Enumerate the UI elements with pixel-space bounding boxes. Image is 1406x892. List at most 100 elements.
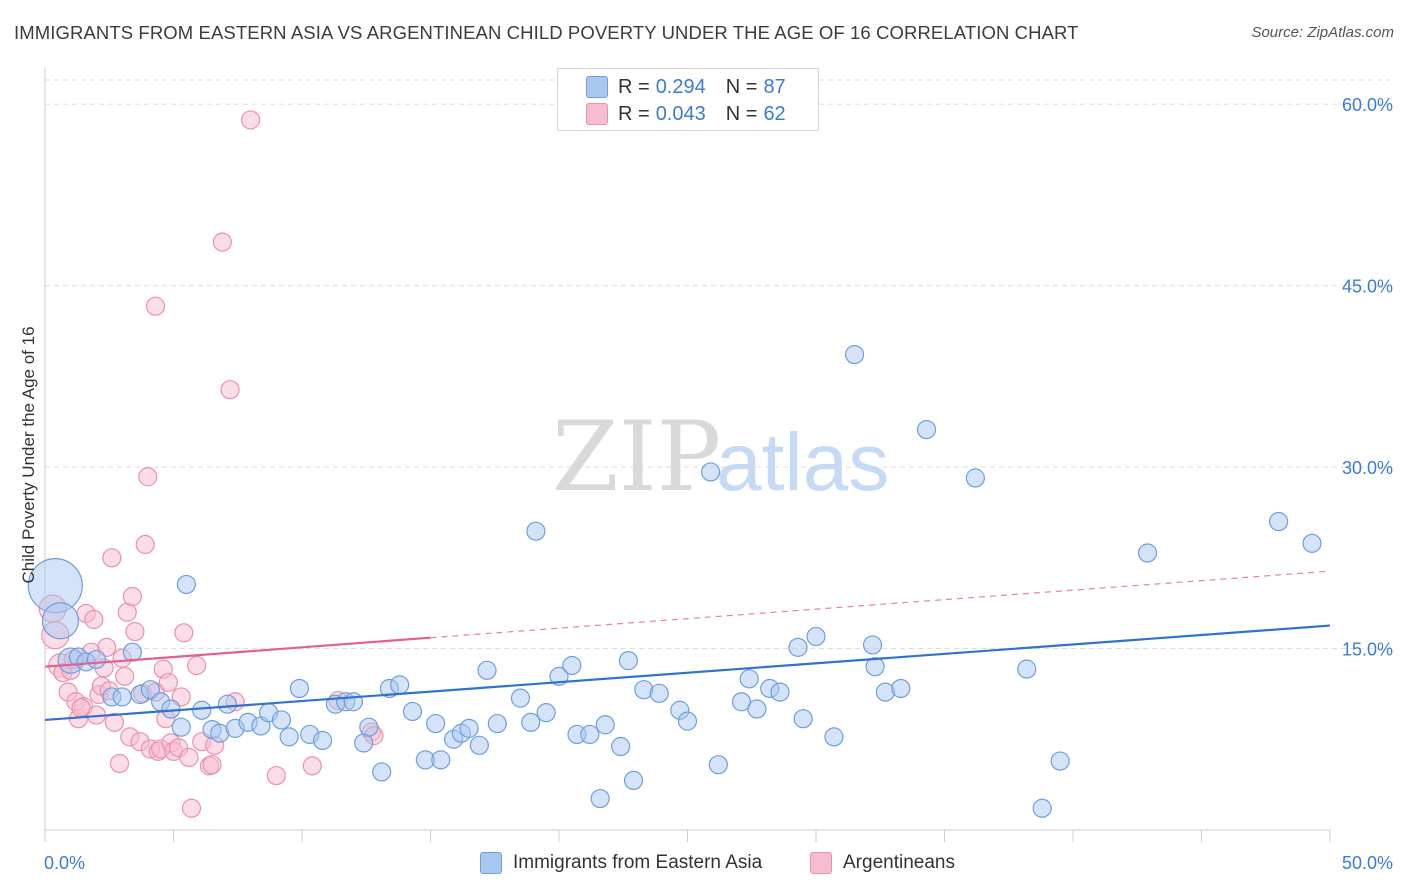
point-argentineans [158,672,178,693]
point-eastern-asia [595,715,615,735]
point-eastern-asia [747,699,767,719]
point-argentineans [302,756,322,776]
point-eastern-asia [590,788,610,809]
grid-lines [45,79,1395,650]
point-eastern-asia [86,649,107,670]
x-tick-label: 50.0% [1342,853,1393,873]
legend-n-value: 62 [763,102,786,125]
point-argentineans [71,698,91,718]
trend-line-argentineans [44,636,431,668]
y-tick-label: 30.0% [1342,458,1393,478]
trend-lines [44,570,1331,722]
point-argentineans [84,609,104,630]
y-axis-label: Child Poverty Under the Age of 16 [19,326,38,583]
stats-legend: R = 0.294 N = 87 R = 0.043 N = 62 [557,68,819,131]
point-argentineans [179,747,199,768]
point-argentineans [109,753,130,774]
point-eastern-asia [122,642,142,662]
point-eastern-asia [788,637,808,657]
point-eastern-asia [176,574,196,595]
point-argentineans [220,380,240,400]
point-eastern-asia [487,713,507,734]
series-legend: Immigrants from Eastern Asia Argentinean… [0,852,1406,878]
point-eastern-asia [521,712,541,732]
legend-swatch-blue [586,76,608,98]
legend-row-argentineans: R = 0.043 N = 62 [586,102,786,126]
legend-swatch-pink [810,852,832,874]
legend-n-label: N = [725,102,758,125]
point-argentineans [122,586,142,607]
point-eastern-asia [1032,798,1052,818]
legend-label-argentineans: Argentineans [843,852,955,873]
point-eastern-asia [701,462,721,482]
point-eastern-asia [536,703,556,723]
legend-r-label: R = [618,102,650,125]
point-argentineans [174,623,194,643]
trend-line-eastern-asia [44,624,1331,722]
point-eastern-asia [865,657,885,677]
point-argentineans [266,765,286,786]
point-eastern-asia [618,651,638,671]
legend-item-argentineans: Argentineans [810,852,955,874]
legend-r-value: 0.043 [655,102,706,125]
point-eastern-asia [739,669,759,689]
watermark-atlas: atlas [716,417,889,508]
watermark-zip: ZIP [552,401,721,513]
point-eastern-asia [312,730,333,751]
point-eastern-asia [611,736,631,757]
point-eastern-asia [806,626,826,647]
legend-row-eastern-asia: R = 0.294 N = 87 [586,75,786,99]
point-eastern-asia [562,655,582,676]
point-eastern-asia [770,682,790,702]
legend-r-label: R = [618,75,650,98]
point-eastern-asia [279,727,299,747]
point-eastern-asia [965,468,985,488]
point-argentineans [135,534,155,555]
point-eastern-asia [731,692,752,712]
point-eastern-asia [510,688,531,708]
point-eastern-asia [1017,659,1037,679]
legend-label-eastern-asia: Immigrants from Eastern Asia [513,852,763,873]
point-eastern-asia [1050,751,1070,771]
point-eastern-asia [359,717,379,737]
point-eastern-asia [41,602,80,640]
point-eastern-asia [1302,533,1322,553]
point-eastern-asia [112,687,132,707]
point-eastern-asia [477,660,497,680]
point-eastern-asia [217,694,238,714]
point-eastern-asia [677,711,698,731]
point-eastern-asia [526,521,546,541]
point-eastern-asia [343,692,363,712]
legend-r-value: 0.294 [655,75,706,98]
point-argentineans [212,232,232,252]
point-eastern-asia [844,344,865,365]
y-tick-label: 60.0% [1342,95,1393,115]
point-eastern-asia [1268,511,1289,532]
legend-swatch-pink [586,103,608,125]
watermark: ZIP atlas [552,401,889,513]
point-argentineans [187,655,207,676]
legend-n-value: 87 [763,75,786,98]
point-eastern-asia [1137,543,1158,563]
point-eastern-asia [708,755,728,775]
point-argentineans [104,712,124,732]
point-argentineans [241,110,261,130]
point-eastern-asia [431,750,451,770]
point-eastern-asia [469,735,489,755]
point-eastern-asia [402,701,423,722]
point-eastern-asia [916,419,937,440]
y-tick-label: 15.0% [1342,640,1393,660]
axes [44,68,1331,842]
point-eastern-asia [459,718,479,738]
point-eastern-asia [161,699,181,719]
chart-title: IMMIGRANTS FROM EASTERN ASIA VS ARGENTIN… [14,22,1079,43]
legend-swatch-blue [480,852,502,874]
point-argentineans [115,666,135,686]
point-eastern-asia [171,717,191,737]
x-tick-label: 0.0% [44,853,85,873]
point-argentineans [125,622,145,642]
point-argentineans [102,548,122,568]
point-eastern-asia [891,678,911,699]
point-argentineans [145,296,166,316]
